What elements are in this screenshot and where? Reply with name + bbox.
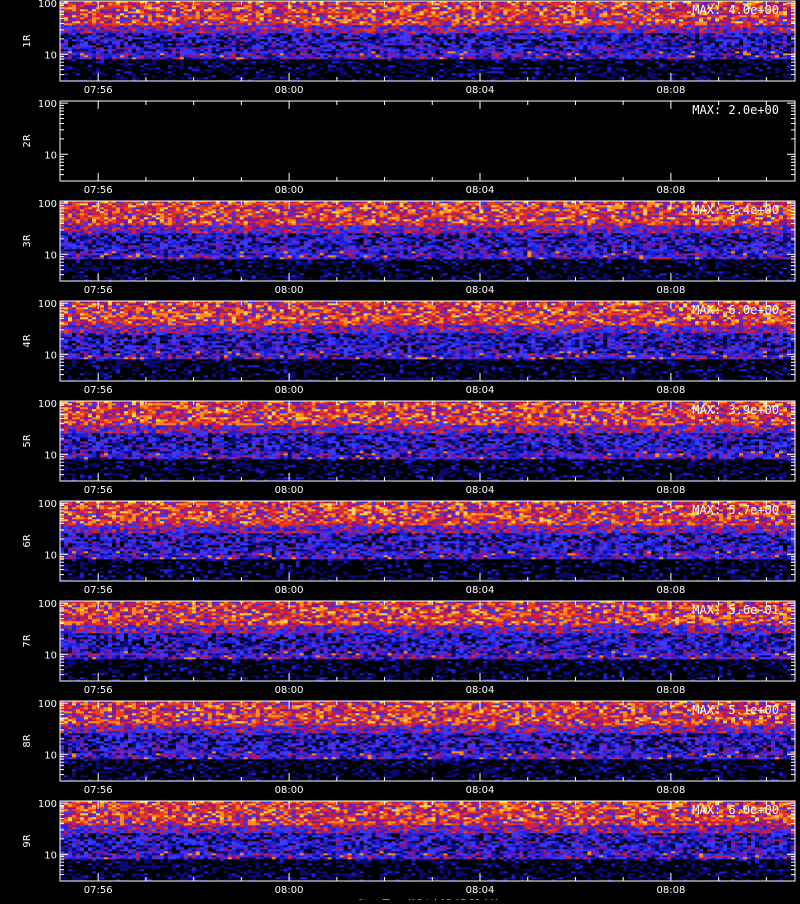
panel-label: 4R	[22, 334, 33, 347]
x-tick-label: 08:04	[466, 885, 495, 896]
x-tick-label: 08:08	[656, 685, 685, 696]
y-tick-label: 10	[44, 850, 57, 861]
x-tick-label: 08:00	[275, 385, 304, 396]
x-tick-label: 08:04	[466, 385, 495, 396]
y-tick-label: 100	[38, 99, 57, 110]
panel-label: 2R	[22, 134, 33, 147]
y-tick-label: 100	[38, 799, 57, 810]
heatmap-cells	[60, 401, 795, 481]
panel-label: 8R	[22, 734, 33, 747]
heatmap-cells	[60, 201, 795, 281]
x-tick-label: 08:04	[466, 785, 495, 796]
x-tick-label: 07:56	[84, 285, 113, 296]
x-tick-label: 08:04	[466, 485, 495, 496]
heatmap-cells	[60, 301, 795, 381]
panel-4r: 10 100 07:56 08:00 08:04 08:08 4R MAX: 6.0e+00	[22, 299, 795, 396]
x-tick-label: 07:56	[84, 885, 113, 896]
x-tick-label: 08:04	[466, 185, 495, 196]
heatmap-cells	[60, 601, 795, 681]
x-tick-label: 08:08	[656, 385, 685, 396]
max-label: MAX: 5.1e+00	[692, 703, 779, 717]
max-label: MAX: 4.0e+00	[692, 3, 779, 17]
x-tick-label: 07:56	[84, 385, 113, 396]
y-tick-label: 100	[38, 299, 57, 310]
y-tick-label: 10	[44, 150, 57, 161]
panel-label: 9R	[22, 834, 33, 847]
heatmap-cells	[60, 1, 795, 81]
max-label: MAX: 2.0e+00	[692, 103, 779, 117]
x-tick-label: 08:00	[275, 485, 304, 496]
max-label: MAX: 6.0e+00	[692, 303, 779, 317]
panel-8r: 10 100 07:56 08:00 08:04 08:08 8R MAX: 5.1e+00	[22, 699, 795, 796]
x-tick-label: 08:08	[656, 285, 685, 296]
x-tick-label: 08:04	[466, 285, 495, 296]
panel-6r: 10 100 07:56 08:00 08:04 08:08 6R MAX: 5.7e+00	[22, 499, 795, 596]
x-tick-label: 07:56	[84, 785, 113, 796]
y-tick-label: 10	[44, 750, 57, 761]
panel-1r: 10 100 07:56 08:00 08:04 08:08 1R MAX: 4.0e+00	[22, 0, 795, 96]
y-tick-label: 100	[38, 699, 57, 710]
plot-frame	[60, 101, 795, 181]
panel-3r: 10 100 07:56 08:00 08:04 08:08 3R MAX: 3.4e+00	[22, 199, 795, 296]
y-tick-label: 100	[38, 0, 57, 10]
panel-label: 3R	[22, 234, 33, 247]
y-tick-label: 100	[38, 499, 57, 510]
x-tick-label: 08:00	[275, 185, 304, 196]
heatmap-cells	[60, 801, 795, 881]
panel-label: 5R	[22, 434, 33, 447]
x-tick-label: 08:08	[656, 485, 685, 496]
x-tick-label: 08:04	[466, 685, 495, 696]
y-tick-label: 10	[44, 250, 57, 261]
panel-label: 1R	[22, 34, 33, 47]
x-tick-label: 08:00	[275, 785, 304, 796]
panel-2r: 10 100 07:56 08:00 08:04 08:08 2R MAX: 2.0e+00	[22, 99, 795, 196]
x-tick-label: 07:56	[84, 485, 113, 496]
y-tick-label: 10	[44, 450, 57, 461]
max-label: MAX: 5.6e-01	[692, 603, 779, 617]
x-tick-label: 08:00	[275, 585, 304, 596]
x-tick-label: 08:04	[466, 585, 495, 596]
x-tick-label: 07:56	[84, 185, 113, 196]
panel-5r: 10 100 07:56 08:00 08:04 08:08 5R MAX: 3.9e+00	[22, 399, 795, 496]
x-tick-label: 08:00	[275, 85, 304, 96]
x-tick-label: 08:04	[466, 85, 495, 96]
panel-7r: 10 100 07:56 08:00 08:04 08:08 7R MAX: 5.6e-01	[22, 599, 795, 696]
y-tick-label: 10	[44, 650, 57, 661]
x-tick-label: 07:56	[84, 85, 113, 96]
x-tick-label: 08:08	[656, 585, 685, 596]
x-tick-label: 08:00	[275, 685, 304, 696]
max-label: MAX: 6.0e+00	[692, 803, 779, 817]
x-tick-label: 07:56	[84, 685, 113, 696]
y-tick-label: 10	[44, 50, 57, 61]
panel-9r: 10 100 07:56 08:00 08:04 08:08 9R MAX: 6.0e+00	[22, 799, 795, 896]
y-tick-label: 100	[38, 599, 57, 610]
max-label: MAX: 5.7e+00	[692, 503, 779, 517]
max-label: MAX: 3.9e+00	[692, 403, 779, 417]
y-tick-label: 10	[44, 350, 57, 361]
x-tick-label: 08:08	[656, 785, 685, 796]
heatmap-cells	[60, 501, 795, 581]
x-tick-label: 08:00	[275, 885, 304, 896]
y-tick-label: 100	[38, 399, 57, 410]
x-tick-label: 08:00	[275, 285, 304, 296]
heatmap-cells	[60, 701, 795, 781]
x-tick-label: 08:08	[656, 185, 685, 196]
y-tick-label: 10	[44, 550, 57, 561]
max-label: MAX: 3.4e+00	[692, 203, 779, 217]
x-tick-label: 07:56	[84, 585, 113, 596]
x-tick-label: 08:08	[656, 885, 685, 896]
x-tick-label: 08:08	[656, 85, 685, 96]
panel-label: 6R	[22, 534, 33, 547]
panel-label: 7R	[22, 634, 33, 647]
y-tick-label: 100	[38, 199, 57, 210]
